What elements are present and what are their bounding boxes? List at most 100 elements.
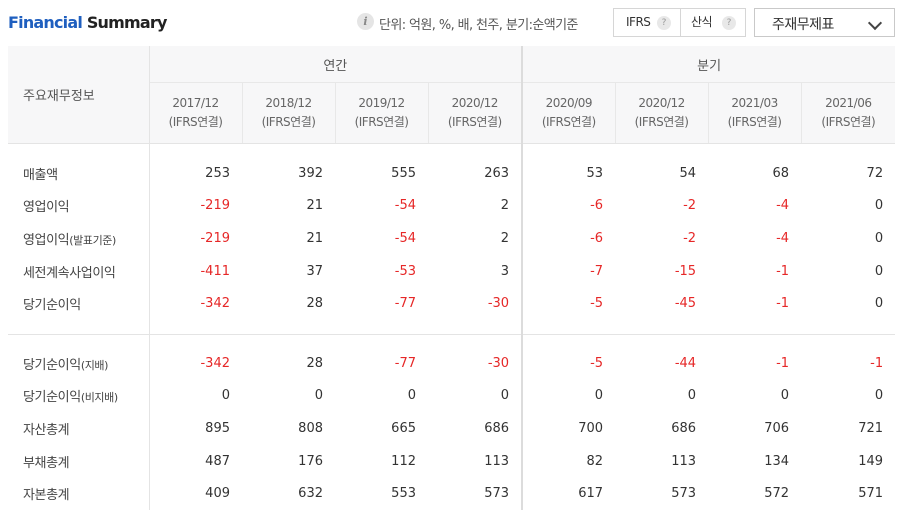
value-cell: 0 bbox=[874, 198, 884, 214]
period-header: 2021/03 (IFRS연결) bbox=[708, 82, 802, 144]
value-cell: -30 bbox=[428, 287, 524, 320]
row-label: 세전계속사업이익 bbox=[8, 254, 150, 288]
value-cell: 263 bbox=[428, 157, 524, 190]
value-cell: -2 bbox=[683, 230, 697, 246]
value-cell: 21 bbox=[306, 230, 323, 246]
row-label-text: 영업이익 bbox=[23, 232, 70, 248]
value-cell: 392 bbox=[298, 165, 323, 181]
value-cell: 0 bbox=[780, 388, 790, 404]
value-cell: -54 bbox=[394, 230, 416, 246]
row-label-qualifier: (비지배) bbox=[80, 391, 118, 405]
group-annual: 연간 bbox=[149, 46, 524, 83]
value-cell: -77 bbox=[394, 296, 416, 312]
period-header: 2017/12 (IFRS연결) bbox=[149, 82, 243, 144]
row-label-text: 영업이익 bbox=[23, 200, 70, 216]
value-cell: -219 bbox=[200, 230, 230, 246]
row-label-text: 자산총계 bbox=[23, 422, 70, 438]
value-cell: -45 bbox=[674, 296, 697, 312]
period-header: 2021/06 (IFRS연결) bbox=[801, 82, 896, 144]
value-cell: 0 bbox=[687, 388, 697, 404]
title-summary: Summary bbox=[86, 13, 168, 32]
value-cell: 28 bbox=[306, 355, 323, 371]
value-cell: 112 bbox=[391, 453, 416, 469]
period-date: 2017/12 bbox=[172, 96, 219, 110]
value-cell: -7 bbox=[590, 263, 604, 279]
ifrs-button[interactable]: IFRS ? bbox=[614, 9, 681, 36]
unit-text: 단위: 억원, %, 배, 천주, 분기:순액기준 bbox=[379, 18, 578, 33]
period-date: 2020/12 bbox=[638, 96, 685, 110]
period-basis: (IFRS연결) bbox=[354, 115, 409, 129]
value-cell: -53 bbox=[394, 263, 416, 279]
value-cell: 21 bbox=[306, 198, 323, 214]
ifrs-label: IFRS bbox=[626, 15, 651, 29]
value-cell: -4 bbox=[776, 230, 790, 246]
value-cell: -44 bbox=[674, 355, 697, 371]
period-header: 2020/12 (IFRS연결) bbox=[428, 82, 524, 144]
value-cell: 487 bbox=[205, 453, 230, 469]
period-date: 2020/09 bbox=[545, 96, 593, 110]
value-cell: -342 bbox=[200, 296, 230, 312]
value-cell: 0 bbox=[874, 230, 884, 246]
value-cell: 176 bbox=[298, 453, 323, 469]
period-date: 2019/12 bbox=[358, 96, 405, 110]
period-basis: (IFRS연결) bbox=[821, 115, 876, 129]
value-cell: 0 bbox=[874, 388, 884, 404]
value-cell: 617 bbox=[578, 486, 604, 502]
value-cell: 0 bbox=[428, 379, 524, 413]
value-cell: 134 bbox=[764, 453, 790, 469]
row-label-text: 당기순이익 bbox=[23, 357, 81, 373]
corner-label: 주요재무정보 bbox=[8, 46, 150, 144]
formula-button[interactable]: 산식 ? bbox=[681, 9, 745, 36]
statement-type-dropdown[interactable]: 주재무제표 bbox=[754, 8, 895, 37]
period-basis: (IFRS연결) bbox=[168, 115, 223, 129]
value-cell: 571 bbox=[858, 486, 884, 502]
value-cell: -342 bbox=[200, 355, 230, 371]
value-cell: 573 bbox=[671, 486, 697, 502]
value-cell: 721 bbox=[858, 420, 884, 436]
value-cell: -15 bbox=[674, 263, 697, 279]
value-cell: -219 bbox=[200, 198, 230, 214]
row-label: 매출액 bbox=[8, 157, 150, 190]
title-financial: Financial bbox=[8, 13, 83, 32]
value-cell: 28 bbox=[306, 296, 323, 312]
value-cell: -1 bbox=[776, 263, 790, 279]
row-label-text: 당기순이익 bbox=[23, 298, 81, 314]
value-cell: 573 bbox=[428, 477, 524, 510]
ifrs-help-icon[interactable]: ? bbox=[657, 16, 671, 30]
dropdown-label: 주재무제표 bbox=[772, 17, 834, 33]
value-cell: 706 bbox=[764, 420, 790, 436]
value-cell: 53 bbox=[586, 165, 604, 181]
row-label: 영업이익(발표기준) bbox=[8, 222, 150, 255]
value-cell: 0 bbox=[407, 388, 416, 404]
value-cell: -4 bbox=[776, 198, 790, 214]
table-row: 부채총계 487 176 112 113 82 113 134 149 bbox=[8, 444, 895, 478]
formula-help-icon[interactable]: ? bbox=[722, 16, 736, 30]
value-cell: 553 bbox=[391, 486, 416, 502]
period-header: 2020/09 (IFRS연결) bbox=[522, 82, 616, 144]
info-icon[interactable]: i bbox=[357, 13, 374, 30]
period-basis: (IFRS연결) bbox=[727, 115, 782, 129]
period-date: 2021/06 bbox=[825, 96, 872, 110]
value-cell: -5 bbox=[590, 296, 604, 312]
value-cell: 572 bbox=[764, 486, 790, 502]
period-date: 2021/03 bbox=[731, 96, 778, 110]
row-label: 영업이익 bbox=[8, 189, 150, 223]
period-basis: (IFRS연결) bbox=[261, 115, 316, 129]
value-cell: 68 bbox=[772, 165, 790, 181]
group-quarter: 분기 bbox=[522, 46, 896, 83]
value-cell: 0 bbox=[221, 388, 230, 404]
value-cell: 72 bbox=[866, 165, 884, 181]
period-date: 2018/12 bbox=[265, 96, 312, 110]
table-row: 영업이익(발표기준) -219 21 -54 2 -6 -2 -4 0 bbox=[8, 222, 895, 255]
value-cell: -6 bbox=[590, 198, 604, 214]
period-header: 2020/12 (IFRS연결) bbox=[615, 82, 709, 144]
value-cell: 253 bbox=[205, 165, 230, 181]
value-cell: -411 bbox=[200, 263, 230, 279]
row-label-text: 매출액 bbox=[23, 167, 58, 183]
value-cell: 54 bbox=[679, 165, 697, 181]
value-cell: 113 bbox=[428, 444, 524, 478]
formula-label: 산식 bbox=[691, 15, 713, 29]
row-label-qualifier: (발표기준) bbox=[69, 233, 116, 247]
value-cell: -1 bbox=[870, 355, 884, 371]
chevron-down-icon bbox=[867, 15, 883, 31]
